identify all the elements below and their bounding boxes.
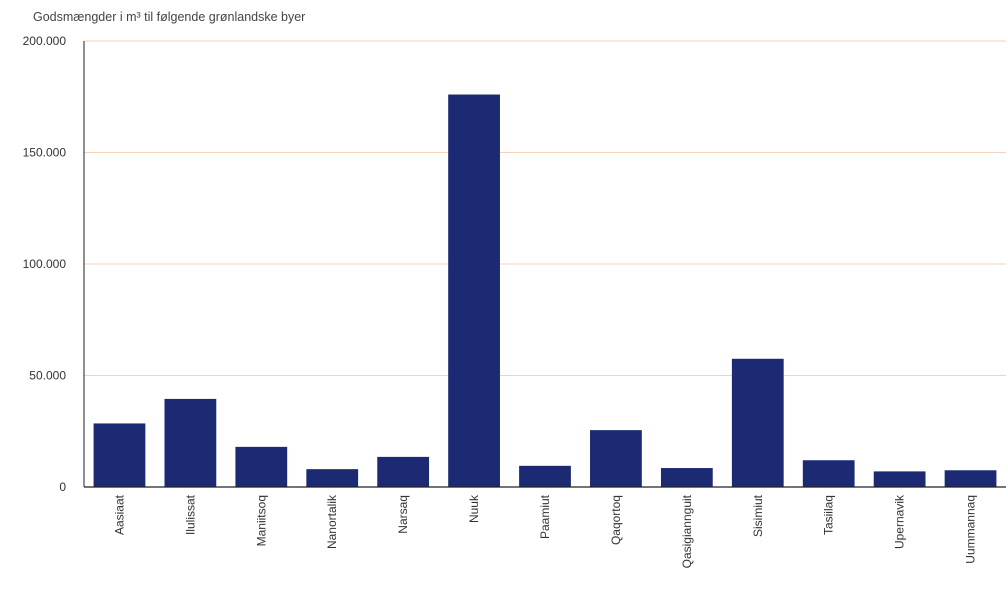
x-tick-label: Maniitsoq [254, 495, 268, 546]
x-tick-label: Ilulissat [183, 494, 197, 535]
bar [448, 94, 500, 488]
x-tick-label: Nanortalik [325, 494, 339, 549]
x-tick-label: Nuuk [467, 494, 481, 523]
bar [873, 471, 926, 487]
y-tick-label: 100.000 [23, 257, 67, 271]
bar [306, 469, 359, 487]
gridlines [84, 40, 1006, 376]
x-tick-label: Uummannaq [964, 495, 978, 564]
axes [83, 41, 1006, 488]
bar [93, 423, 146, 487]
x-axis-category-labels: Aasiaat Ilulissat Maniitsoq Nanortalik Narsa… [112, 494, 977, 568]
x-tick-label: Sisimiut [751, 494, 765, 537]
x-tick-label: Qaqortoq [609, 495, 623, 545]
chart-title: Godsmængder i m³ til følgende grønlandsk… [33, 10, 306, 24]
bar [660, 468, 713, 487]
x-tick-label: Upernavik [893, 494, 907, 549]
bar [944, 470, 997, 487]
bar [590, 430, 642, 487]
x-tick-label: Narsaq [396, 495, 410, 534]
bar [802, 460, 855, 487]
y-axis-tick-labels: 0 50.000 100.000 150.000 200.000 [23, 34, 67, 494]
x-tick-label: Tasiilaq [822, 495, 836, 535]
y-tick-label: 0 [59, 480, 66, 494]
x-tick-label: Aasiaat [112, 494, 126, 535]
bar [164, 398, 217, 487]
y-tick-label: 200.000 [23, 34, 67, 48]
x-tick-label: Paamiut [538, 494, 552, 539]
bars [93, 94, 997, 488]
bar [235, 446, 288, 487]
y-tick-label: 150.000 [23, 146, 67, 160]
y-tick-label: 50.000 [29, 369, 66, 383]
bar [377, 456, 430, 487]
x-tick-label: Qasigiannguit [680, 494, 694, 568]
bar [519, 465, 571, 487]
bar [731, 358, 784, 487]
